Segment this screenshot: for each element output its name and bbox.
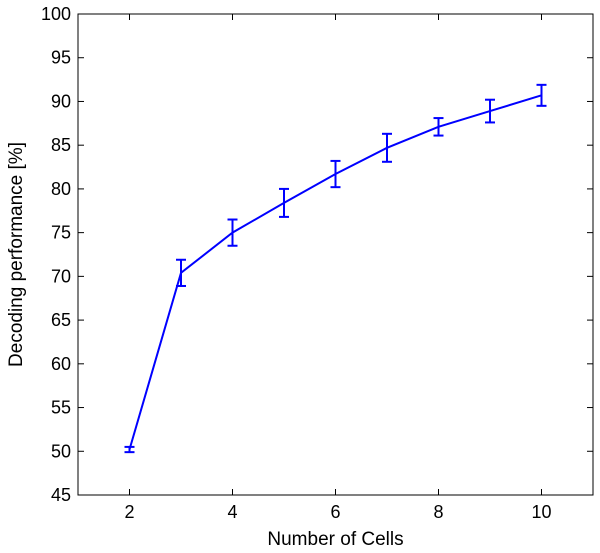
y-axis-label: Decoding performance [%] — [6, 142, 27, 367]
x-tick-label: 10 — [531, 502, 551, 522]
x-tick-label: 4 — [227, 502, 237, 522]
y-tick-label: 85 — [51, 135, 71, 155]
y-tick-label: 75 — [51, 223, 71, 243]
y-tick-label: 90 — [51, 91, 71, 111]
error-bar — [433, 117, 444, 137]
x-tick-label: 8 — [433, 502, 443, 522]
y-tick-label: 60 — [51, 354, 71, 374]
y-tick-label: 70 — [51, 266, 71, 286]
axes — [77, 13, 594, 496]
error-bar — [227, 218, 238, 247]
error-bar — [382, 132, 392, 163]
y-tick-label: 50 — [51, 441, 71, 461]
y-tick-label: 45 — [51, 485, 71, 505]
y-tick-label: 65 — [51, 310, 71, 330]
y-tick-label: 100 — [41, 4, 71, 24]
error-bar — [279, 187, 289, 218]
error-bar — [176, 258, 186, 287]
error-bar — [124, 445, 135, 454]
x-axis-label: Number of Cells — [267, 529, 403, 550]
error-bar — [536, 83, 547, 107]
ticks: 2 4 6 8 10 45 50 55 60 65 70 75 80 85 90 95 100 — [41, 4, 593, 522]
y-tick-label: 55 — [51, 398, 71, 418]
series-layer — [124, 83, 547, 454]
x-tick-label: 6 — [330, 502, 340, 522]
x-tick-label: 2 — [124, 502, 134, 522]
y-tick-label: 80 — [51, 179, 71, 199]
plot-frame — [77, 13, 594, 496]
error-bar — [485, 98, 495, 124]
series-line — [128, 94, 542, 450]
error-bar — [330, 159, 341, 189]
y-tick-label: 95 — [51, 48, 71, 68]
